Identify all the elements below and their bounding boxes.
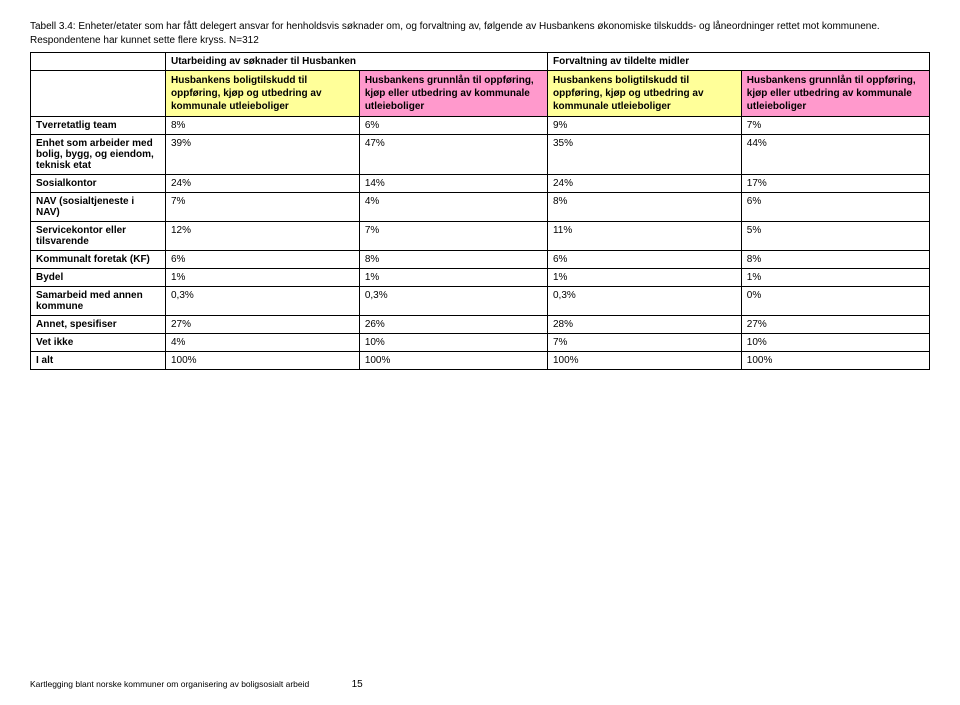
row-label: Annet, spesifiser	[31, 316, 166, 334]
row-label: NAV (sosialtjeneste i NAV)	[31, 193, 166, 222]
data-cell: 6%	[741, 193, 929, 222]
data-cell: 9%	[547, 117, 741, 135]
data-cell: 12%	[166, 222, 360, 251]
data-cell: 27%	[166, 316, 360, 334]
data-cell: 11%	[547, 222, 741, 251]
row-label: I alt	[31, 352, 166, 370]
data-cell: 5%	[741, 222, 929, 251]
table-row: I alt100%100%100%100%	[31, 352, 930, 370]
data-cell: 26%	[359, 316, 547, 334]
table-row: Vet ikke4%10%7%10%	[31, 334, 930, 352]
data-cell: 100%	[359, 352, 547, 370]
data-cell: 7%	[547, 334, 741, 352]
data-cell: 28%	[547, 316, 741, 334]
row-label: Sosialkontor	[31, 175, 166, 193]
table-caption: Tabell 3.4: Enheter/etater som har fått …	[30, 20, 930, 48]
data-cell: 44%	[741, 135, 929, 175]
data-cell: 0,3%	[166, 287, 360, 316]
data-cell: 24%	[547, 175, 741, 193]
subheader-c4: Husbankens grunnlån til oppføring, kjøp …	[741, 71, 929, 117]
table-row: Servicekontor eller tilsvarende12%7%11%5…	[31, 222, 930, 251]
data-cell: 1%	[547, 269, 741, 287]
data-cell: 47%	[359, 135, 547, 175]
data-cell: 0,3%	[359, 287, 547, 316]
table-row: Kommunalt foretak (KF)6%8%6%8%	[31, 251, 930, 269]
row-label: Tverretatlig team	[31, 117, 166, 135]
data-cell: 8%	[741, 251, 929, 269]
data-table: Utarbeiding av søknader til Husbanken Fo…	[30, 52, 930, 370]
table-row: Bydel1%1%1%1%	[31, 269, 930, 287]
header-group-row: Utarbeiding av søknader til Husbanken Fo…	[31, 53, 930, 71]
header-group-right: Forvaltning av tildelte midler	[547, 53, 929, 71]
row-label: Vet ikke	[31, 334, 166, 352]
data-cell: 4%	[359, 193, 547, 222]
subheader-c3: Husbankens boligtilskudd til oppføring, …	[547, 71, 741, 117]
table-row: Enhet som arbeider med bolig, bygg, og e…	[31, 135, 930, 175]
data-cell: 0%	[741, 287, 929, 316]
data-cell: 10%	[741, 334, 929, 352]
table-row: Sosialkontor24%14%24%17%	[31, 175, 930, 193]
row-label: Samarbeid med annen kommune	[31, 287, 166, 316]
data-cell: 1%	[166, 269, 360, 287]
data-cell: 7%	[359, 222, 547, 251]
data-cell: 24%	[166, 175, 360, 193]
data-cell: 100%	[741, 352, 929, 370]
data-cell: 14%	[359, 175, 547, 193]
data-cell: 6%	[359, 117, 547, 135]
footer-text: Kartlegging blant norske kommuner om org…	[30, 679, 309, 689]
data-cell: 100%	[547, 352, 741, 370]
table-row: Annet, spesifiser27%26%28%27%	[31, 316, 930, 334]
subheader-row: Husbankens boligtilskudd til oppføring, …	[31, 71, 930, 117]
data-cell: 10%	[359, 334, 547, 352]
data-cell: 8%	[547, 193, 741, 222]
data-cell: 17%	[741, 175, 929, 193]
data-cell: 39%	[166, 135, 360, 175]
subheader-c1: Husbankens boligtilskudd til oppføring, …	[166, 71, 360, 117]
table-row: Tverretatlig team8%6%9%7%	[31, 117, 930, 135]
page-footer: Kartlegging blant norske kommuner om org…	[30, 679, 363, 690]
data-cell: 1%	[741, 269, 929, 287]
data-cell: 0,3%	[547, 287, 741, 316]
data-cell: 35%	[547, 135, 741, 175]
page-number: 15	[352, 679, 363, 690]
row-label: Kommunalt foretak (KF)	[31, 251, 166, 269]
table-row: Samarbeid med annen kommune0,3%0,3%0,3%0…	[31, 287, 930, 316]
data-cell: 7%	[166, 193, 360, 222]
data-cell: 100%	[166, 352, 360, 370]
header-group-left: Utarbeiding av søknader til Husbanken	[166, 53, 548, 71]
corner-cell	[31, 53, 166, 71]
row-label: Servicekontor eller tilsvarende	[31, 222, 166, 251]
data-cell: 8%	[359, 251, 547, 269]
data-cell: 7%	[741, 117, 929, 135]
data-cell: 6%	[547, 251, 741, 269]
row-label: Bydel	[31, 269, 166, 287]
data-cell: 8%	[166, 117, 360, 135]
data-cell: 1%	[359, 269, 547, 287]
data-cell: 6%	[166, 251, 360, 269]
table-row: NAV (sosialtjeneste i NAV)7%4%8%6%	[31, 193, 930, 222]
data-cell: 27%	[741, 316, 929, 334]
row-label: Enhet som arbeider med bolig, bygg, og e…	[31, 135, 166, 175]
corner-cell-2	[31, 71, 166, 117]
data-cell: 4%	[166, 334, 360, 352]
subheader-c2: Husbankens grunnlån til oppføring, kjøp …	[359, 71, 547, 117]
